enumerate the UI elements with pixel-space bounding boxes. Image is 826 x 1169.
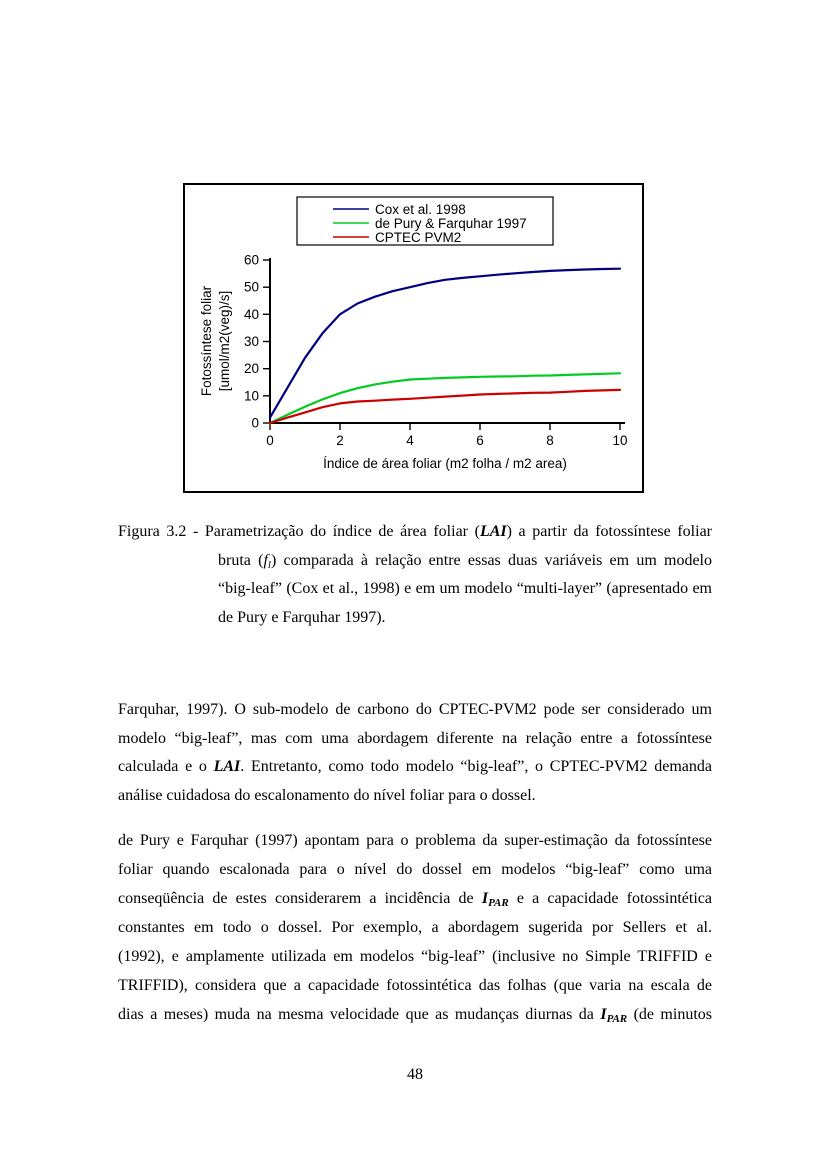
page-number: 48 [407, 1066, 423, 1083]
y-tick-50: 50 [244, 280, 259, 295]
x-tick-8: 8 [546, 433, 554, 448]
x-axis-title: Índice de área foliar (m2 folha / m2 are… [323, 456, 567, 471]
y-tick-30: 30 [244, 334, 259, 349]
caption-line: bruta (fl) comparada à relação entre ess… [218, 552, 712, 571]
y-tick-10: 10 [244, 388, 259, 403]
y-tick-60: 60 [244, 253, 259, 268]
paragraph-line: constantes em todo o dossel. Por exemplo… [118, 919, 712, 936]
y-tick-40: 40 [244, 307, 259, 322]
y-tick-20: 20 [244, 361, 259, 376]
legend-label-cptec: CPTEC PVM2 [375, 230, 461, 245]
y-axis-title-line1: Fotossíntese foliar [199, 285, 214, 396]
legend-label-depury: de Pury & Farquhar 1997 [375, 216, 527, 231]
curve-de-pury-farquhar-1997 [268, 372, 622, 425]
paragraph-line: conseqüência de estes considerarem a inc… [118, 890, 712, 909]
x-tick-0: 0 [266, 433, 274, 448]
axes [269, 258, 625, 424]
paragraph-line: modelo “big-leaf”, mas com uma abordagem… [118, 730, 712, 747]
paragraph-line: Farquhar, 1997). O sub-modelo de carbono… [118, 701, 712, 718]
paragraph-line: de Pury e Farquhar (1997) apontam para o… [118, 832, 712, 849]
x-tick-6: 6 [476, 433, 484, 448]
x-tick-labels: 0 2 4 6 8 10 [266, 433, 627, 448]
x-tick-4: 4 [406, 433, 414, 448]
x-tick-2: 2 [336, 433, 344, 448]
paragraph-line: dias a meses) muda na mesma velocidade q… [118, 1006, 712, 1025]
paragraph-line: TRIFFID), considera que a capacidade fot… [118, 977, 712, 994]
curve-cox-et-al-1998 [268, 267, 622, 419]
paragraph-line: análise cuidadosa do escalonamento do ní… [118, 787, 536, 804]
paragraph-line: (1992), e amplamente utilizada em modelo… [118, 948, 712, 965]
caption-line: de Pury e Farquhar 1997). [218, 609, 386, 626]
paragraph-line: calculada e o LAI. Entretanto, como todo… [118, 758, 713, 775]
y-tick-0: 0 [251, 416, 259, 431]
y-axis-title-line2: [umol/m2(veg)/s] [217, 291, 232, 392]
curve-cptec-pvm2 [268, 388, 622, 425]
figure-chart: Cox et al. 1998 de Pury & Farquhar 1997 … [183, 183, 644, 493]
x-tick-10: 10 [612, 433, 627, 448]
paragraph-line: foliar quando escalonada para o nível do… [118, 861, 712, 878]
caption-line: “big-leaf” (Cox et al., 1998) e em um mo… [218, 580, 712, 597]
y-tick-marks [263, 259, 270, 424]
line-chart: Cox et al. 1998 de Pury & Farquhar 1997 … [199, 196, 628, 471]
legend-label-cox: Cox et al. 1998 [375, 202, 466, 217]
y-tick-labels: 0 10 20 30 40 50 60 [244, 253, 259, 431]
x-tick-marks [269, 423, 621, 430]
caption-line: Figura 3.2 - Parametrização do índice de… [118, 523, 712, 540]
chart-legend: Cox et al. 1998 de Pury & Farquhar 1997 … [296, 196, 554, 246]
data-curves [268, 267, 622, 425]
